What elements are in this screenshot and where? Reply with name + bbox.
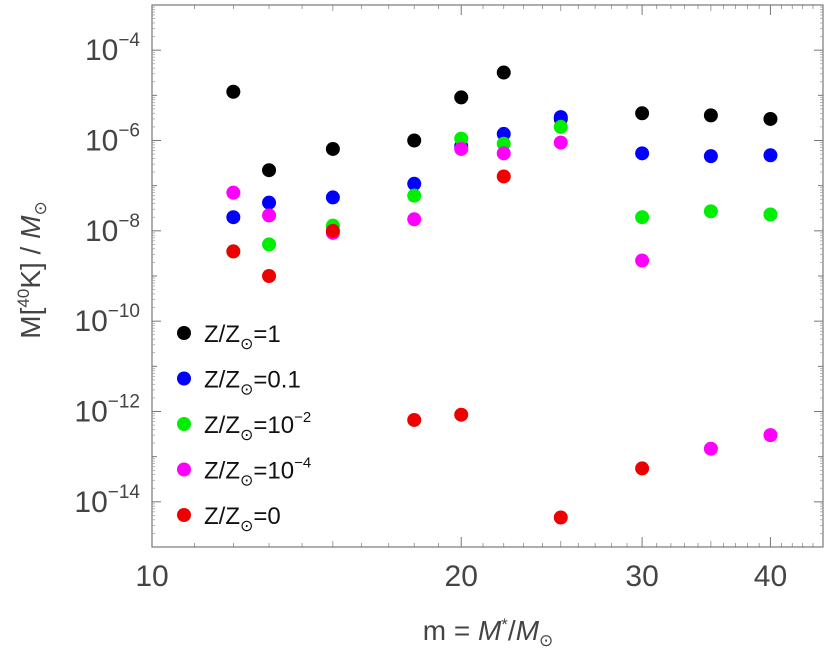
data-point (763, 207, 778, 222)
data-point (226, 185, 241, 200)
data-point (262, 269, 277, 283)
data-point (454, 90, 469, 105)
data-point (496, 65, 511, 80)
x-axis: 10 20 30 40 (135, 5, 824, 593)
data-point (553, 510, 568, 525)
data-point (325, 141, 340, 156)
data-point (496, 126, 511, 141)
y-axis: 10−14 10−12 10−10 10−8 10−6 10−4 (74, 4, 823, 548)
legend-marker (177, 417, 191, 431)
y-tick-label: 10−4 (85, 30, 140, 67)
legend-marker (177, 508, 191, 522)
data-point (262, 237, 277, 252)
data-point (325, 223, 340, 238)
data-point (262, 195, 277, 210)
data-point (703, 441, 718, 456)
data-point (496, 169, 511, 184)
data-point (407, 133, 422, 148)
data-point (635, 106, 650, 121)
x-tick-label: 30 (625, 560, 658, 593)
data-point (763, 111, 778, 126)
x-tick-label: 40 (754, 560, 787, 593)
data-point (407, 412, 422, 427)
legend-label: Z/Z⊙=0 (204, 503, 281, 535)
data-point (454, 141, 469, 156)
data-point (226, 244, 241, 259)
data-point (553, 110, 568, 125)
y-tick-label: 10−12 (74, 392, 140, 429)
y-tick-label: 10−10 (74, 301, 140, 338)
legend-marker (177, 462, 191, 477)
legend-label: Z/Z⊙=10−4 (204, 455, 311, 490)
data-point (703, 204, 718, 219)
data-point (703, 149, 718, 164)
legend-marker (177, 371, 191, 386)
legend-marker (177, 326, 191, 340)
data-point (496, 146, 511, 161)
data-points (226, 65, 778, 525)
x-tick-label: 10 (135, 560, 168, 593)
data-point (553, 119, 568, 134)
data-point (635, 253, 650, 268)
data-point (226, 84, 241, 99)
data-point (496, 136, 511, 151)
y-tick-label: 10−14 (74, 482, 140, 519)
data-point (635, 210, 650, 225)
data-point (454, 407, 469, 422)
data-point (703, 108, 718, 123)
legend-label: Z/Z⊙=1 (204, 321, 281, 353)
data-point (262, 163, 277, 178)
legend-label: Z/Z⊙=0.1 (204, 367, 301, 399)
data-point (635, 146, 650, 161)
y-axis-title: M[40K] / M⊙ (14, 201, 50, 338)
data-point (763, 148, 778, 163)
x-axis-title: m = M*/M⊙ (423, 615, 554, 650)
data-point (454, 131, 469, 146)
data-point (226, 210, 241, 225)
legend-label: Z/Z⊙=10−2 (204, 409, 311, 444)
data-point (635, 461, 650, 476)
data-point (407, 188, 422, 203)
data-point (262, 208, 277, 223)
legend: Z/Z⊙=1 Z/Z⊙=0.1 Z/Z⊙=10−2 Z/Z⊙=10−4 Z/Z⊙=0 (177, 321, 311, 535)
x-tick-label: 20 (445, 560, 478, 593)
data-point (325, 190, 340, 205)
data-point (407, 212, 422, 227)
y-tick-label: 10−6 (85, 121, 140, 158)
data-point (763, 428, 778, 443)
y-tick-label: 10−8 (85, 211, 140, 248)
data-point (553, 135, 568, 150)
data-point (407, 176, 422, 191)
